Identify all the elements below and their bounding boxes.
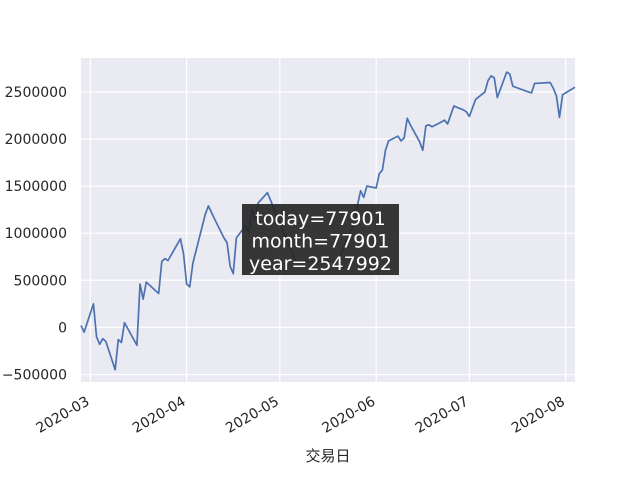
x-axis-label: 交易日 xyxy=(305,447,350,465)
x-tick-label: 2020-03 xyxy=(34,394,93,437)
x-tick-label: 2020-08 xyxy=(509,394,568,437)
y-tick-label: −500000 xyxy=(2,367,67,383)
x-tick-label: 2020-06 xyxy=(319,394,378,437)
x-tick-label: 2020-07 xyxy=(413,394,472,437)
x-tick-label: 2020-04 xyxy=(130,394,189,437)
y-axis: −500000 0 500000 1000000 1500000 2000000 25000… xyxy=(2,85,67,384)
tooltip-line-month: month=77901 xyxy=(251,231,389,253)
y-tick-label: 1000000 xyxy=(5,226,67,242)
y-tick-label: 0 xyxy=(58,320,67,336)
tooltip: today=77901 month=77901 year=2547992 xyxy=(242,204,399,275)
y-tick-label: 500000 xyxy=(14,273,67,289)
y-tick-label: 2000000 xyxy=(5,132,67,148)
x-tick-label: 2020-05 xyxy=(223,394,282,437)
x-axis: 2020-03 2020-04 2020-05 2020-06 2020-07 2020-… xyxy=(34,394,568,437)
tooltip-background xyxy=(242,204,399,275)
y-tick-label: 2500000 xyxy=(5,85,67,101)
tooltip-line-today: today=77901 xyxy=(255,208,385,230)
tooltip-line-year: year=2547992 xyxy=(249,253,392,275)
y-tick-label: 1500000 xyxy=(5,179,67,195)
